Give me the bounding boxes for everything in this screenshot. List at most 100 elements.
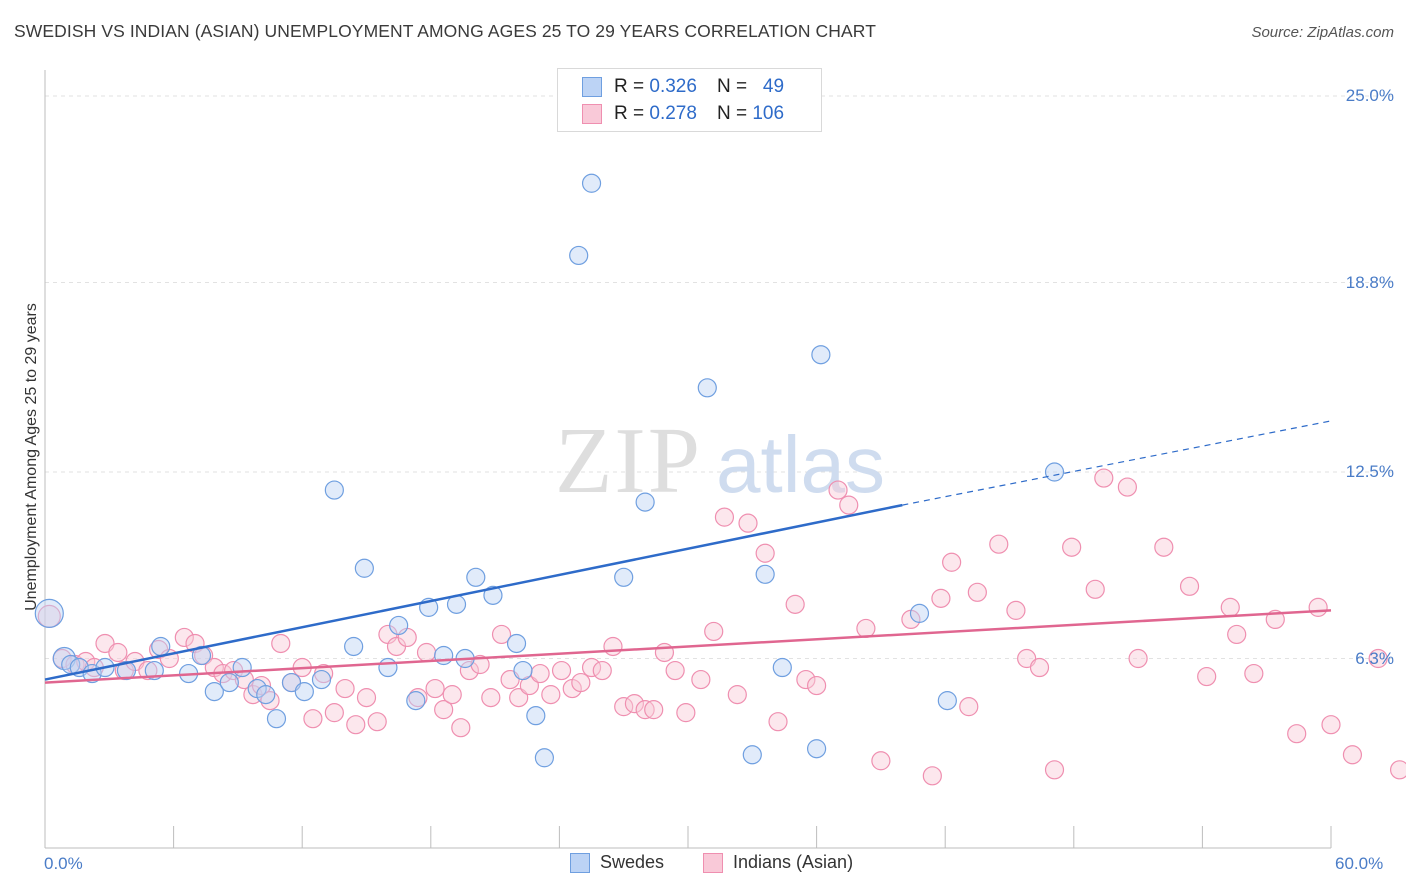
data-point	[806, 739, 827, 759]
legend-n-label: N =	[716, 76, 748, 97]
data-point	[294, 681, 314, 702]
data-point	[541, 685, 561, 705]
y-tick-label: 25.0%	[1345, 86, 1394, 106]
data-point	[768, 712, 788, 732]
bottom-legend-label: Indians (Asian)	[733, 852, 854, 872]
data-point	[635, 492, 655, 512]
watermark-zip: ZIP	[555, 409, 702, 513]
data-point	[1044, 760, 1065, 780]
source-label: Source: ZipAtlas.com	[1251, 24, 1394, 41]
data-point	[354, 558, 374, 578]
trend-lines	[44, 420, 1332, 684]
swedes-swatch	[570, 852, 590, 873]
data-point	[1389, 760, 1406, 780]
data-point	[526, 706, 546, 726]
data-point	[1197, 666, 1217, 687]
axes	[44, 70, 1332, 849]
indians-trend-line	[44, 609, 1332, 684]
data-point	[839, 495, 859, 515]
data-point	[1179, 576, 1200, 596]
data-point	[346, 715, 366, 735]
data-point	[697, 378, 717, 398]
data-point	[138, 660, 158, 681]
data-point	[581, 657, 602, 678]
data-point	[303, 709, 323, 729]
data-point	[871, 751, 891, 771]
data-point	[1321, 715, 1341, 735]
indians-swatch	[582, 104, 602, 124]
data-point	[654, 642, 675, 663]
data-point	[1220, 597, 1240, 617]
data-point	[367, 712, 387, 732]
data-point	[785, 594, 805, 614]
legend-n-value: 106	[752, 103, 785, 124]
data-point	[324, 480, 344, 500]
y-tick-label: 12.5%	[1345, 462, 1394, 482]
data-point	[796, 669, 816, 690]
data-point	[644, 700, 664, 720]
data-point	[1227, 624, 1247, 645]
data-point	[335, 678, 355, 699]
data-point	[704, 621, 724, 642]
data-point	[592, 660, 612, 681]
data-point	[714, 507, 735, 527]
data-point	[389, 615, 409, 636]
y-tick-label: 6.3%	[1355, 648, 1394, 668]
data-point	[459, 660, 479, 681]
data-point	[256, 685, 276, 705]
data-point	[828, 480, 848, 500]
data-point	[108, 642, 128, 663]
data-point	[491, 624, 512, 645]
swedes-trend-extension	[902, 420, 1332, 506]
data-point	[1154, 537, 1174, 557]
data-point	[434, 700, 454, 720]
data-point	[931, 588, 951, 608]
legend-r-label: R =	[614, 76, 645, 97]
data-point	[1044, 462, 1065, 482]
data-point	[806, 675, 827, 696]
data-point	[466, 567, 486, 587]
swedes-trend-line	[44, 503, 903, 681]
data-point	[530, 663, 550, 684]
x-tick-min: 0.0%	[44, 854, 83, 873]
data-point	[1117, 477, 1137, 497]
bottom-legend-swedes: Swedes	[570, 852, 664, 873]
data-point	[34, 598, 64, 628]
data-point	[937, 691, 957, 711]
data-point	[1368, 648, 1388, 669]
data-point	[1006, 600, 1026, 620]
data-point	[451, 718, 471, 738]
data-point	[174, 627, 194, 648]
data-point	[665, 660, 685, 681]
data-point	[967, 582, 987, 602]
data-point	[271, 633, 291, 654]
data-point	[1062, 537, 1082, 557]
data-point	[755, 564, 775, 584]
data-point	[1308, 597, 1328, 617]
data-point	[909, 603, 930, 623]
data-point	[425, 678, 445, 699]
data-point	[922, 766, 942, 786]
legend-r-value: 0.278	[649, 103, 697, 124]
data-point	[406, 691, 426, 711]
gridlines	[45, 95, 1393, 660]
legend-r-label: R =	[614, 103, 645, 124]
data-point	[434, 645, 454, 666]
data-point	[151, 636, 171, 657]
watermark-atlas: atlas	[716, 420, 885, 509]
data-point	[509, 688, 529, 708]
data-point	[551, 660, 572, 681]
data-point	[691, 669, 711, 690]
swedes-swatch	[582, 77, 602, 97]
data-point	[483, 585, 503, 605]
data-point	[738, 513, 758, 533]
indians-points	[37, 468, 1406, 786]
data-point	[1342, 745, 1363, 765]
legend-r-value: 0.326	[649, 76, 697, 97]
bottom-legend-indians: Indians (Asian)	[703, 852, 853, 873]
data-point	[942, 552, 962, 572]
data-point	[989, 534, 1009, 554]
legend-row-swedes: R = 0.326 N = 49	[582, 76, 784, 98]
data-point	[266, 709, 287, 729]
